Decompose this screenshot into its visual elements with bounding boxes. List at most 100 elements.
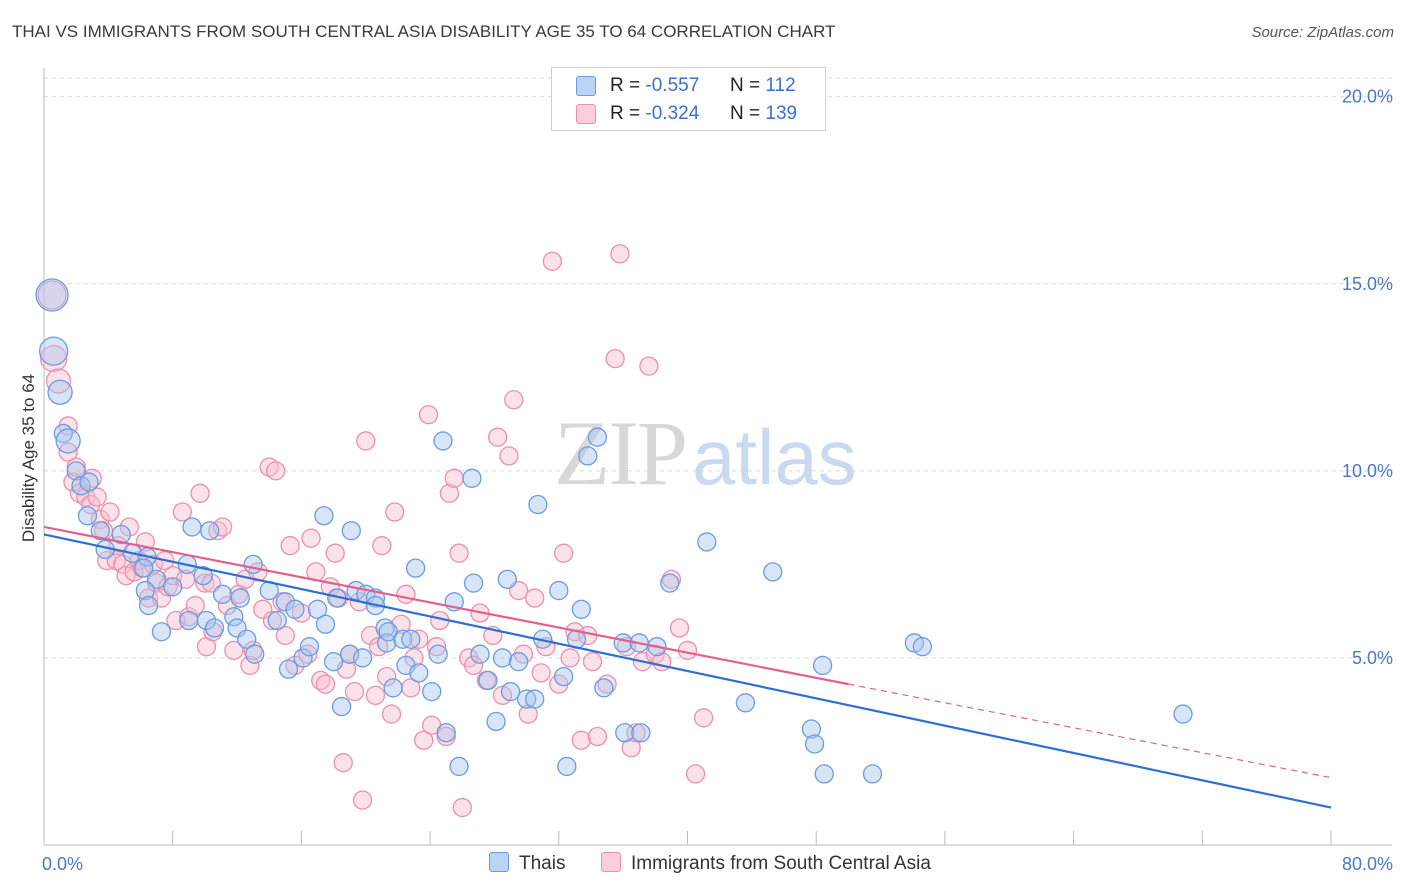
legend-row-immigrants: R = -0.324 N = 139: [552, 100, 825, 128]
scatter-point: [315, 614, 336, 634]
scatter-point: [77, 506, 98, 526]
scatter-point: [393, 629, 413, 649]
scatter-point: [428, 644, 448, 664]
scatter-point: [193, 565, 213, 586]
scatter-point: [516, 689, 537, 709]
watermark-atlas: atlas: [692, 413, 857, 501]
pink-swatch-icon: [601, 852, 621, 872]
scatter-point: [499, 446, 519, 466]
scatter-point: [100, 502, 120, 522]
trend-lines: [43, 525, 1332, 809]
scatter-point: [631, 723, 651, 743]
scatter-point: [404, 648, 424, 668]
scatter-point-large: [35, 278, 69, 312]
scatter-point: [230, 588, 250, 608]
scatter-point: [409, 629, 429, 649]
scatter-point: [587, 726, 608, 747]
n-value: 139: [765, 103, 798, 124]
n-label: N =: [730, 103, 761, 124]
scatter-point: [352, 648, 373, 668]
scatter-point: [693, 708, 714, 728]
scatter-point: [418, 405, 439, 425]
scatter-point: [79, 472, 99, 492]
scatter-point: [449, 756, 469, 777]
scatter-point: [492, 648, 513, 668]
scatter-point: [356, 431, 376, 451]
r-label: R =: [610, 75, 641, 96]
axis-labels: 5.0% 10.0% 15.0% 20.0% 0.0% 80.0% Disability A…: [19, 87, 1393, 874]
scatter-point: [553, 543, 574, 563]
scatter-point: [463, 573, 484, 593]
scatter-point-large: [39, 336, 69, 366]
scatter-point: [444, 468, 464, 488]
r-value: -0.557: [645, 75, 700, 96]
scatter-point: [134, 558, 154, 578]
watermark: ZIPatlas: [554, 400, 857, 506]
scatter-point: [383, 678, 403, 698]
scatter-point: [571, 730, 591, 750]
r-label: R =: [610, 103, 641, 124]
scatter-point: [525, 588, 545, 608]
legend-label-immigrants: Immigrants from South Central Asia: [631, 853, 931, 874]
scatter-point: [912, 637, 933, 657]
scatter-point: [409, 663, 429, 683]
scatter-point: [325, 543, 345, 563]
scatter-point: [660, 573, 680, 593]
scatter-point: [285, 599, 305, 619]
scatter-point: [452, 797, 472, 818]
x-tick-label: 0.0%: [42, 854, 83, 874]
scatter-point: [504, 390, 524, 410]
scatter-point: [462, 468, 482, 488]
scatter-point: [66, 461, 86, 481]
legend-item-thais: Thais: [489, 852, 565, 875]
scatter-point: [280, 536, 300, 556]
scatter-point: [182, 517, 202, 537]
scatter-point: [578, 446, 598, 466]
trend-line-immigrants: [43, 525, 849, 686]
scatter-point: [307, 599, 328, 619]
scatter-point: [669, 618, 690, 638]
scatter-point: [344, 681, 365, 702]
y-tick-label: 10.0%: [1342, 461, 1393, 481]
scatter-point: [111, 524, 131, 545]
scatter-point: [299, 637, 320, 657]
scatter-point: [315, 674, 336, 694]
correlation-legend: R = -0.557 N = 112 R = -0.324 N = 139: [551, 67, 826, 131]
scatter-point: [422, 681, 442, 702]
scatter-point: [314, 506, 334, 526]
scatter-point: [439, 483, 460, 503]
scatter-point: [812, 655, 833, 676]
scatter-point: [301, 528, 321, 548]
scatter-point: [610, 244, 630, 264]
scatter-point: [488, 427, 508, 447]
scatter-point: [331, 696, 352, 717]
scatter-point-large: [40, 344, 68, 373]
scatter-point: [862, 764, 883, 784]
blue-swatch-icon: [489, 852, 509, 872]
scatter-point: [1173, 704, 1193, 724]
y-tick-label: 15.0%: [1342, 274, 1393, 294]
scatter-point: [414, 730, 434, 750]
scatter-point: [237, 629, 257, 649]
scatter-point: [508, 652, 529, 672]
scatter-point: [594, 678, 614, 698]
scatter-point: [212, 584, 233, 604]
watermark-zip: ZIP: [554, 402, 688, 504]
scatter-point: [293, 648, 313, 668]
scatter-point: [119, 517, 139, 537]
scatter-point: [615, 723, 635, 743]
scatter-point-large: [37, 280, 67, 310]
y-axis-label: Disability Age 35 to 64: [19, 374, 38, 542]
pink-swatch-icon: [576, 104, 596, 124]
scatter-point: [436, 723, 456, 743]
scatter-point: [58, 442, 78, 462]
scatter-point: [352, 790, 373, 810]
scatter-point: [605, 348, 625, 369]
scatter-point: [275, 625, 295, 646]
blue-swatch-icon: [576, 76, 596, 96]
scatter-point: [497, 569, 517, 590]
scatter-point: [426, 637, 447, 657]
scatter-point: [179, 610, 199, 631]
scatter-point: [381, 704, 402, 724]
